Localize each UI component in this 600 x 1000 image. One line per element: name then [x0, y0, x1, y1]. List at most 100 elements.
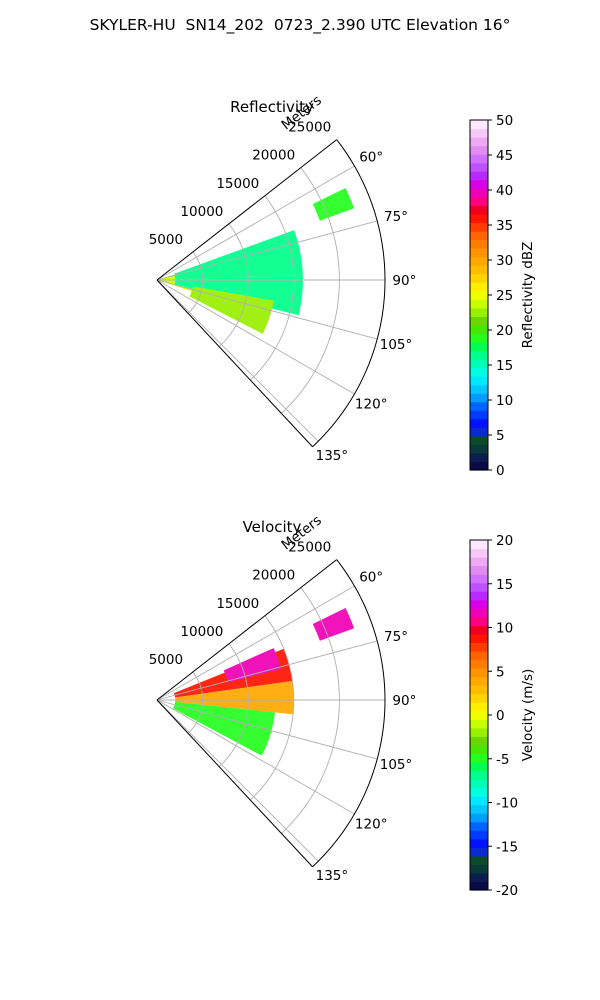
colorbar-swatch: [470, 120, 488, 130]
colorbar-swatch: [470, 418, 488, 428]
colorbar-tick-label: 0: [496, 463, 505, 479]
theta-tick-label: 135°: [316, 868, 349, 884]
colorbar-swatch: [470, 205, 488, 215]
radial-tick-label: 20000: [252, 568, 295, 584]
colorbar-swatch: [470, 401, 488, 411]
colorbar-swatch: [470, 540, 488, 550]
colorbar-swatch: [470, 128, 488, 138]
radial-tick-label: 5000: [149, 652, 183, 668]
colorbar-swatch: [470, 359, 488, 369]
colorbar-tick-label: 5: [496, 664, 505, 680]
colorbar-swatch: [470, 881, 488, 891]
theta-tick-label: 90°: [392, 693, 416, 709]
theta-tick-label: 60°: [359, 149, 383, 165]
chart-title: Velocity: [243, 518, 302, 536]
colorbar-swatch: [470, 299, 488, 309]
azimuth-spoke: [156, 279, 319, 442]
chart-title: Reflectivity: [230, 98, 314, 116]
colorbar-label: Velocity (m/s): [520, 669, 536, 762]
radial-tick-label: 15000: [216, 176, 259, 192]
colorbar-swatch: [470, 213, 488, 224]
colorbar-swatch: [470, 290, 488, 300]
colorbar-tick-label: -10: [496, 796, 518, 812]
colorbar-swatch: [470, 872, 488, 883]
outer-arc: [312, 559, 386, 868]
colorbar-swatch: [470, 855, 488, 865]
colorbar-swatch: [470, 171, 488, 181]
colorbar-tick-label: -5: [496, 752, 509, 768]
colorbar-label: Reflectivity dBZ: [520, 242, 536, 349]
azimuth-spoke: [156, 640, 378, 701]
colorbar-swatch: [470, 650, 488, 661]
colorbar-swatch: [470, 452, 488, 463]
colorbar-swatch: [470, 659, 488, 669]
echo-region: [312, 188, 355, 221]
figure-title: SKYLER-HU SN14_202 0723_2.390 UTC Elevat…: [89, 16, 511, 34]
colorbar-tick-label: 10: [496, 393, 513, 409]
colorbar-tick-label: 45: [496, 148, 513, 164]
colorbar-swatch: [470, 410, 488, 420]
colorbar-swatch: [470, 591, 488, 601]
echo-region: [173, 701, 275, 756]
edge-line: [156, 139, 337, 281]
colorbar-swatch: [470, 427, 488, 437]
colorbar-tick-label: 15: [496, 577, 513, 593]
colorbar-swatch: [470, 188, 488, 198]
colorbar-swatch: [470, 239, 488, 249]
colorbar-swatch: [470, 435, 488, 445]
colorbar-swatch: [470, 685, 488, 695]
colorbar-swatch: [470, 779, 488, 789]
colorbar-swatch: [470, 753, 488, 763]
colorbar-swatch: [470, 574, 488, 584]
colorbar-tick-label: 35: [496, 218, 513, 234]
polar-grid: [156, 585, 385, 862]
range-ring: [187, 671, 204, 734]
colorbar-tick-label: 15: [496, 358, 513, 374]
outer-arc: [312, 139, 386, 448]
colorbar-swatch: [470, 324, 488, 335]
azimuth-spoke: [156, 699, 319, 862]
theta-tick-label: 75°: [384, 629, 408, 645]
colorbar-tick-label: 40: [496, 183, 513, 199]
colorbar-swatch: [470, 154, 488, 164]
theta-tick-label: 75°: [384, 209, 408, 225]
edge-line: [156, 279, 313, 448]
range-ring: [281, 167, 340, 414]
colorbar-swatch: [470, 719, 488, 729]
colorbar-swatch: [470, 230, 488, 241]
range-ring: [218, 643, 249, 768]
colorbar-swatch: [470, 847, 488, 857]
colorbar-tick-label: 25: [496, 288, 513, 304]
colorbar-tick-label: 50: [496, 113, 513, 129]
azimuth-spoke: [156, 585, 355, 701]
radial-tick-label: 20000: [252, 148, 295, 164]
colorbar-tick-label: 20: [496, 533, 513, 549]
colorbar: 0 5 10 15 20 25 30 35 40 45 50 Reflectivity dBZ: [469, 113, 536, 479]
theta-tick-label: 105°: [380, 757, 413, 773]
colorbar-swatch: [470, 582, 488, 592]
colorbar-swatch: [470, 599, 488, 609]
colorbar-tick-label: -15: [496, 839, 518, 855]
colorbar-swatch: [470, 341, 488, 352]
echo-layer: [173, 608, 355, 756]
polar-grid: [156, 165, 385, 442]
colorbar-swatch: [470, 137, 488, 147]
colorbar-swatch: [470, 693, 488, 703]
range-ring: [187, 251, 204, 314]
colorbar-swatch: [470, 376, 488, 386]
colorbar-swatch: [470, 222, 488, 232]
colorbar-swatch: [470, 702, 488, 712]
colorbar-swatch: [470, 710, 488, 720]
colorbar-swatch: [470, 444, 488, 454]
theta-tick-label: 120°: [355, 397, 388, 413]
theta-tick-label: 60°: [359, 569, 383, 585]
colorbar-swatch: [470, 333, 488, 343]
colorbar-swatch: [470, 727, 488, 737]
radial-tick-label: 5000: [149, 232, 183, 248]
theta-tick-label: 105°: [380, 337, 413, 353]
colorbar-tick-label: 5: [496, 428, 505, 444]
polar-frame: [156, 139, 386, 448]
colorbar-swatch: [470, 787, 488, 797]
range-ring: [281, 587, 340, 834]
azimuth-spoke: [156, 165, 355, 281]
